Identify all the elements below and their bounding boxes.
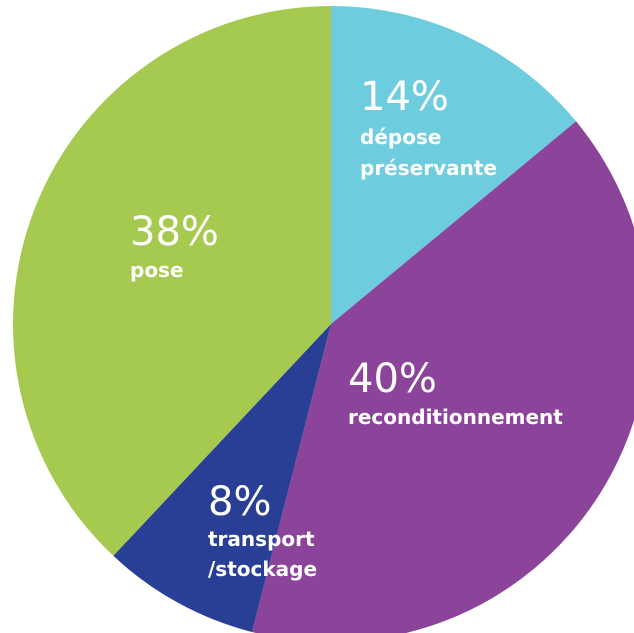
pie-slices	[13, 6, 634, 633]
slice-category-label: dépose	[360, 125, 441, 149]
slice-percent-label: 8%	[208, 479, 271, 525]
slice-category-label: pose	[130, 258, 184, 282]
pie-slice	[331, 6, 577, 324]
pie-labels: 14% dépose préservante 40% reconditionnement…	[130, 74, 563, 581]
slice-percent-label: 14%	[360, 74, 449, 120]
slice-category-label: préservante	[360, 156, 497, 180]
slice-percent-label: 38%	[130, 209, 219, 255]
slice-category-label: reconditionnement	[348, 405, 563, 429]
pie-slice	[251, 121, 634, 633]
slice-percent-label: 40%	[348, 356, 437, 402]
pie-slice	[113, 324, 331, 633]
slice-category-label: /stockage	[208, 557, 317, 581]
slice-category-label: transport	[208, 527, 315, 551]
pie-slice	[13, 6, 332, 556]
